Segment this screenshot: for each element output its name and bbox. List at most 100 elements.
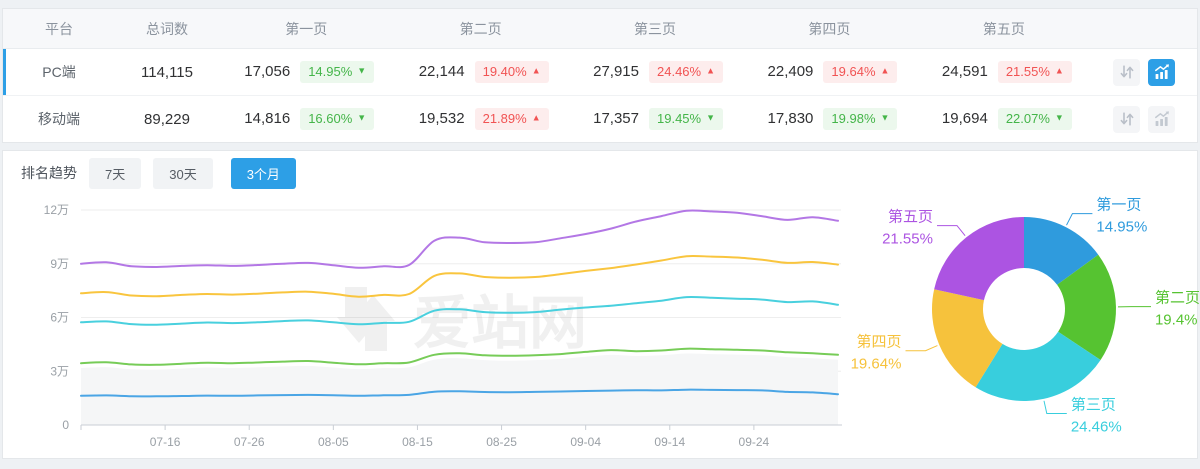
donut-label-page5: 第五页 21.55% <box>882 208 933 248</box>
donut-segment-page5[interactable] <box>934 217 1024 301</box>
donut-label-page2: 第二页 19.4% <box>1155 289 1200 329</box>
triangle-down-icon: ▼ <box>706 112 716 123</box>
aizhan-watermark: 爱站网 <box>337 287 587 356</box>
column-header-page5: 第五页 <box>982 20 1025 37</box>
donut-segment-page1[interactable] <box>1024 217 1099 285</box>
line-series-page5 <box>80 209 839 269</box>
donut-label-page3: 第三页 24.46% <box>1071 396 1122 436</box>
change-percent: 14.95% <box>308 63 353 79</box>
page1-count: 14,816 <box>244 110 291 128</box>
svg-text:爱站网: 爱站网 <box>413 291 587 356</box>
page5-change-badge: 21.55% ▲ <box>997 60 1072 84</box>
line-series-page2 <box>80 347 839 366</box>
y-axis-label-12万: 12万 <box>44 203 69 217</box>
y-axis-label-0: 0 <box>62 418 69 432</box>
page4-cell-mobile: 17,830 19.98% ▼ <box>742 107 916 131</box>
change-percent: 19.40% <box>482 63 527 79</box>
page1-cell-pc: 17,056 14.95% ▼ <box>219 60 393 84</box>
x-axis-label-07-26: 07-26 <box>234 435 265 449</box>
y-axis-label-3万: 3万 <box>50 364 69 378</box>
trend-tab-30d[interactable]: 30天 <box>153 157 213 189</box>
page5-cell-mobile: 19,694 22.07% ▼ <box>917 107 1091 131</box>
page3-count: 27,915 <box>593 63 639 81</box>
triangle-up-icon: ▲ <box>531 112 541 123</box>
x-axis-label-08-05: 08-05 <box>318 435 349 449</box>
table-body: PC端 114,115 17,056 14.95% ▼ 22,144 19.40% ▲ 27,9… <box>3 49 1197 142</box>
y-axis-label-9万: 9万 <box>50 257 69 271</box>
page1-count: 17,056 <box>244 63 291 81</box>
up-down-arrows-icon <box>1120 112 1133 126</box>
page2-change-badge: 21.89% ▲ <box>474 107 549 131</box>
table-row-pc[interactable]: PC端 114,115 17,056 14.95% ▼ 22,144 19.40% ▲ 27,9… <box>3 49 1197 95</box>
x-axis-label-09-14: 09-14 <box>654 435 685 449</box>
sort-button-mobile[interactable] <box>1113 105 1141 133</box>
show-trend-button-mobile[interactable] <box>1148 105 1176 133</box>
x-axis-label-08-15: 08-15 <box>402 435 433 449</box>
page2-cell-mobile: 19,532 21.89% ▲ <box>393 107 567 131</box>
trend-chart-card: 排名趋势 7天 30天 3个月 0 3万 6万 9万 12万爱站网 07-16 07-26 08-… <box>2 150 1200 459</box>
bar-line-chart-icon <box>1154 111 1169 126</box>
x-axis-label-08-25: 08-25 <box>486 435 517 449</box>
change-percent: 19.45% <box>657 110 702 126</box>
triangle-down-icon: ▼ <box>1054 112 1064 123</box>
change-percent: 21.89% <box>482 110 527 126</box>
charts-area: 0 3万 6万 9万 12万爱站网 07-16 07-26 08-05 08-15 08-25 09… <box>3 195 1200 458</box>
triangle-up-icon: ▲ <box>531 65 541 76</box>
page2-count: 22,144 <box>418 63 465 81</box>
page1-change-badge: 14.95% ▼ <box>300 60 375 84</box>
donut-segment-page3[interactable] <box>975 331 1101 402</box>
donut-label-line-page1 <box>1066 213 1093 226</box>
page4-change-badge: 19.64% ▲ <box>823 60 898 84</box>
donut-segment-page2[interactable] <box>1057 254 1117 360</box>
trend-title: 排名趋势 <box>21 165 77 181</box>
triangle-down-icon: ▼ <box>880 112 890 123</box>
page2-count: 19,532 <box>418 110 465 128</box>
change-percent: 16.60% <box>308 110 353 126</box>
change-percent: 22.07% <box>1005 110 1050 126</box>
donut-label-page4: 第四页 19.64% <box>851 333 902 373</box>
trend-header: 排名趋势 7天 30天 3个月 <box>3 151 1197 195</box>
x-axis-label-09-24: 09-24 <box>739 435 770 449</box>
show-trend-button-pc[interactable] <box>1148 58 1176 86</box>
column-header-page1: 第一页 <box>285 20 328 37</box>
column-header-page3: 第三页 <box>634 20 677 37</box>
page4-cell-pc: 22,409 19.64% ▲ <box>742 60 916 84</box>
y-axis-label-6万: 6万 <box>50 311 69 325</box>
page5-count: 19,694 <box>941 110 988 128</box>
triangle-down-icon: ▼ <box>357 65 367 76</box>
trend-tab-3m[interactable]: 3个月 <box>230 157 296 189</box>
page4-count: 22,409 <box>767 63 814 81</box>
table-header-row: 平台 总词数 第一页 第二页 第三页 第四页 第五页 <box>3 9 1197 49</box>
change-percent: 19.98% <box>831 110 876 126</box>
donut-label-page1: 第一页 14.95% <box>1096 196 1147 236</box>
total-words-mobile: 89,229 <box>144 110 190 128</box>
x-axis-label-07-16: 07-16 <box>150 435 181 449</box>
page-share-donut-chart: 第一页 14.95% 第二页 19.4% 第三页 24.46% 第四页 19.64% 第五页 21… <box>851 196 1200 436</box>
line-series-page3 <box>80 295 839 326</box>
up-down-arrows-icon <box>1120 65 1133 79</box>
donut-segment-page4[interactable] <box>931 289 1003 388</box>
page1-cell-mobile: 14,816 16.60% ▼ <box>219 107 393 131</box>
page5-change-badge: 22.07% ▼ <box>997 107 1072 131</box>
platform-label-pc: PC端 <box>42 64 76 80</box>
total-words-pc: 114,115 <box>141 63 193 81</box>
column-header-platform: 平台 <box>45 20 73 37</box>
table-row-mobile[interactable]: 移动端 89,229 14,816 16.60% ▼ 19,532 21.89% ▲ 17,35… <box>3 95 1197 142</box>
donut-label-line-page4 <box>905 345 938 352</box>
triangle-down-icon: ▼ <box>357 112 367 123</box>
change-percent: 24.46% <box>657 63 702 79</box>
page3-cell-pc: 27,915 24.46% ▲ <box>568 60 742 84</box>
line-series-page4 <box>80 254 839 298</box>
change-percent: 21.55% <box>1005 63 1050 79</box>
sort-button-pc[interactable] <box>1113 58 1141 86</box>
row-actions-mobile <box>1091 105 1197 133</box>
column-header-page2: 第二页 <box>459 20 502 37</box>
ranking-table-card: 平台 总词数 第一页 第二页 第三页 第四页 第五页 PC端 114,115 17,… <box>2 8 1198 143</box>
page3-change-badge: 24.46% ▲ <box>649 60 724 84</box>
page5-count: 24,591 <box>941 63 988 81</box>
trend-tab-7d[interactable]: 7天 <box>89 157 142 189</box>
page2-cell-pc: 22,144 19.40% ▲ <box>393 60 567 84</box>
page3-cell-mobile: 17,357 19.45% ▼ <box>568 107 742 131</box>
page4-change-badge: 19.98% ▼ <box>823 107 898 131</box>
